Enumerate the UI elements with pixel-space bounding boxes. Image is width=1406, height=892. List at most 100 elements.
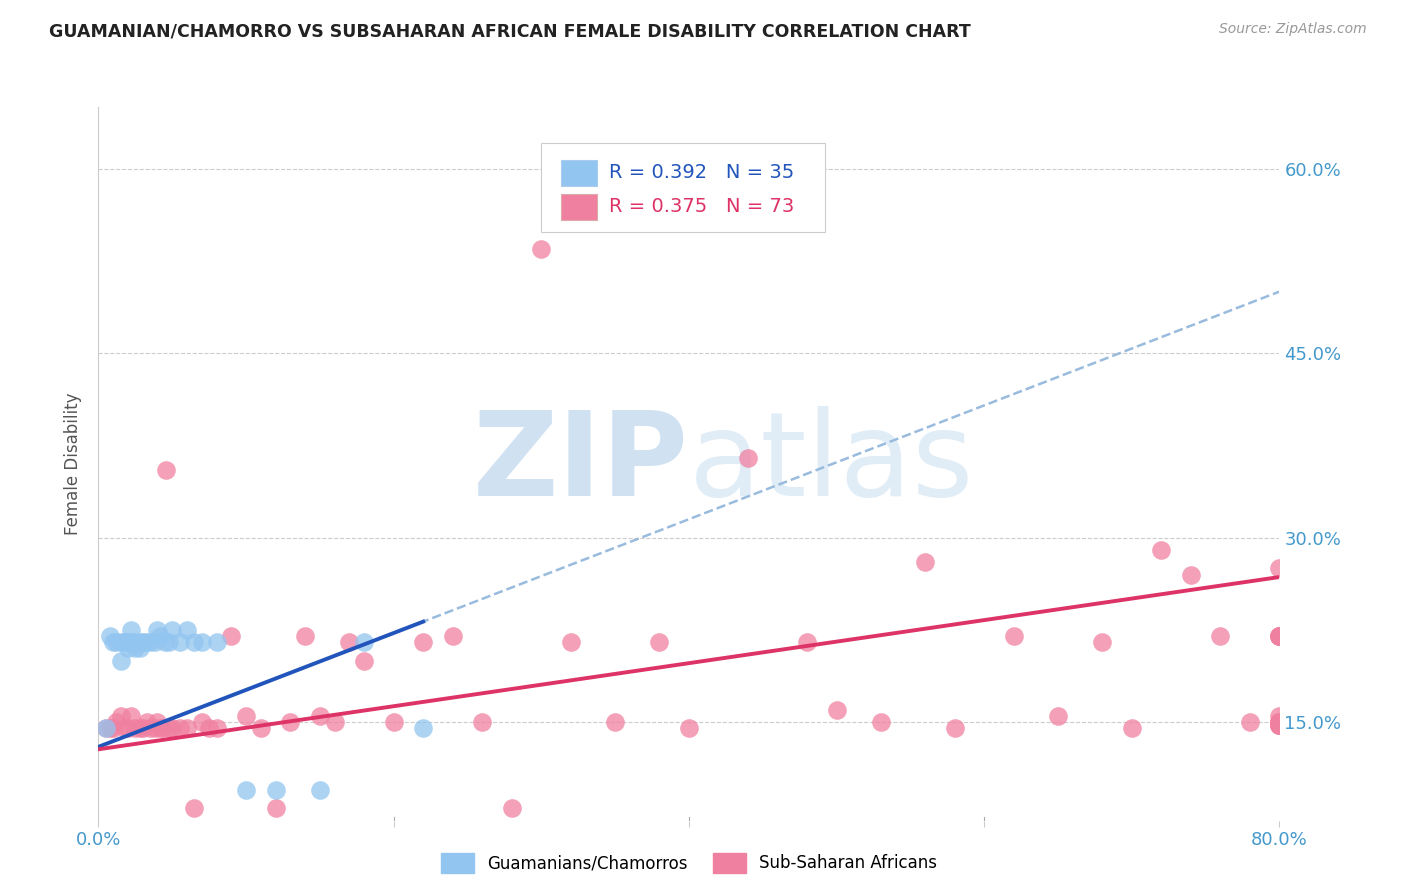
Point [110, 709, 132, 723]
Text: Source: ZipAtlas.com: Source: ZipAtlas.com [1219, 22, 1367, 37]
Point [136, 715, 159, 730]
Point [153, 635, 176, 649]
Point [132, 635, 155, 649]
Point [1209, 629, 1232, 643]
Point [103, 635, 125, 649]
Point [120, 623, 142, 637]
Point [114, 635, 136, 649]
Point [605, 715, 627, 730]
Point [205, 635, 228, 649]
Point [441, 629, 464, 643]
Point [914, 555, 936, 569]
Point [1268, 717, 1291, 731]
Point [191, 635, 214, 649]
Point [98, 722, 121, 736]
Point [1268, 715, 1291, 730]
Point [128, 641, 150, 656]
Point [149, 629, 172, 643]
Point [221, 629, 243, 643]
Point [94, 722, 117, 736]
Point [1121, 722, 1143, 736]
Point [117, 635, 139, 649]
Point [648, 635, 671, 649]
Point [943, 722, 966, 736]
Point [183, 801, 205, 815]
Point [1268, 717, 1291, 731]
Text: atlas: atlas [689, 407, 974, 521]
Point [323, 715, 346, 730]
Point [1046, 709, 1070, 723]
Point [1002, 629, 1025, 643]
Point [1268, 629, 1291, 643]
Point [339, 635, 361, 649]
Point [205, 722, 228, 736]
Point [157, 635, 180, 649]
Y-axis label: Female Disability: Female Disability [65, 392, 83, 535]
Point [155, 463, 177, 477]
Point [250, 722, 273, 736]
Point [870, 715, 893, 730]
Text: R = 0.375   N = 73: R = 0.375 N = 73 [609, 197, 794, 217]
Point [1268, 629, 1291, 643]
Point [152, 722, 174, 736]
Point [176, 722, 198, 736]
Point [560, 635, 582, 649]
Point [120, 635, 142, 649]
Point [149, 722, 172, 736]
Point [146, 715, 169, 730]
Point [105, 635, 128, 649]
Point [1268, 717, 1291, 731]
Point [353, 635, 375, 649]
Point [235, 709, 257, 723]
Point [157, 722, 180, 736]
Point [124, 641, 146, 656]
Point [128, 635, 150, 649]
Text: ZIP: ZIP [472, 407, 689, 521]
Point [162, 722, 183, 736]
Point [1268, 709, 1291, 723]
Point [412, 722, 434, 736]
Legend: Guamanians/Chamorros, Sub-Saharan Africans: Guamanians/Chamorros, Sub-Saharan Africa… [434, 847, 943, 880]
Point [117, 641, 139, 656]
Point [146, 623, 169, 637]
Point [737, 450, 759, 465]
Point [124, 722, 146, 736]
Point [280, 715, 302, 730]
Point [1091, 635, 1114, 649]
Text: GUAMANIAN/CHAMORRO VS SUBSAHARAN AFRICAN FEMALE DISABILITY CORRELATION CHART: GUAMANIAN/CHAMORRO VS SUBSAHARAN AFRICAN… [49, 22, 972, 40]
Text: R = 0.392   N = 35: R = 0.392 N = 35 [609, 163, 794, 182]
FancyBboxPatch shape [561, 194, 596, 219]
Point [176, 623, 198, 637]
Point [1268, 717, 1291, 731]
Point [103, 722, 125, 736]
Point [169, 635, 191, 649]
FancyBboxPatch shape [541, 143, 825, 232]
Point [353, 654, 375, 668]
Point [114, 722, 136, 736]
Point [501, 801, 523, 815]
Point [796, 635, 818, 649]
Point [132, 722, 155, 736]
Point [1268, 629, 1291, 643]
Point [235, 783, 257, 797]
Point [1268, 715, 1291, 730]
Point [110, 635, 132, 649]
Point [143, 722, 166, 736]
Point [1268, 715, 1291, 730]
Point [94, 722, 117, 736]
Point [412, 635, 434, 649]
Point [162, 623, 183, 637]
Point [198, 722, 221, 736]
Point [105, 715, 128, 730]
Point [135, 635, 157, 649]
Point [169, 722, 191, 736]
Point [264, 783, 287, 797]
Point [117, 722, 139, 736]
Point [110, 654, 132, 668]
Point [1239, 715, 1261, 730]
Point [264, 801, 287, 815]
Point [114, 635, 136, 649]
Point [1180, 567, 1202, 582]
Point [98, 629, 121, 643]
Point [825, 703, 848, 717]
